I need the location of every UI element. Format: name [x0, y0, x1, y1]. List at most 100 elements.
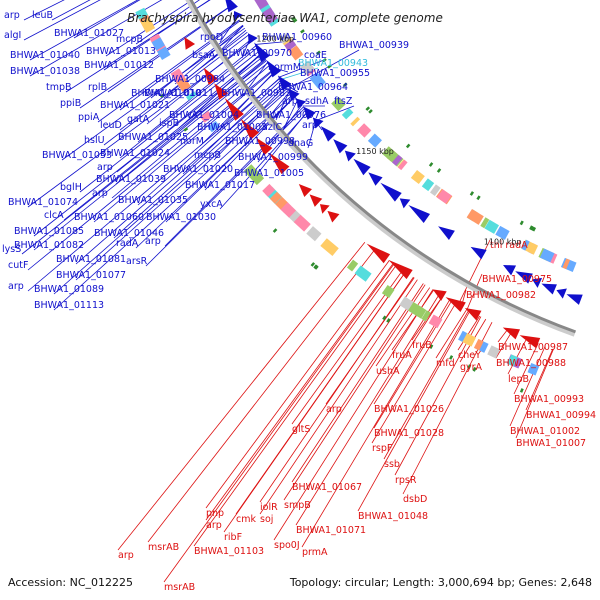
reverse-gene-arrow: [432, 289, 447, 301]
gene-label-forward: BHWA1_00999: [238, 152, 308, 163]
forward-gene-arrow: [312, 117, 324, 129]
reverse-gene-arrow: [309, 194, 323, 207]
gene-label-forward: cutF: [8, 260, 28, 271]
outer-feature-block: [539, 248, 555, 263]
leader-line: [301, 299, 451, 548]
inner-feature-block: [458, 330, 468, 342]
outer-feature-ring: [254, 0, 577, 272]
gene-label-forward: BHWA1_01046: [94, 228, 164, 239]
gene-label-forward: BHWA1_01038: [10, 66, 80, 77]
feature-tick: [449, 355, 454, 360]
reverse-gene-arrow: [203, 67, 218, 85]
forward-gene-arrow: [503, 264, 517, 276]
leader-line: [113, 84, 286, 239]
kbp-label: 1100 kbp: [484, 237, 522, 246]
inner-feature-block: [280, 202, 296, 218]
leader-line: [119, 20, 241, 111]
gene-label-forward: BHWA1_00960: [262, 32, 332, 43]
gene-label-forward: arp: [97, 162, 113, 173]
leader-line: [525, 348, 554, 411]
gene-label-reverse: BHWA1_01028: [374, 428, 444, 439]
leader-line: [27, 40, 254, 208]
kbp-label: 1150 kbp: [356, 147, 394, 156]
feature-tick: [368, 109, 373, 114]
leader-line: [307, 120, 317, 149]
leader-line: [75, 89, 290, 281]
leader-line: [497, 329, 508, 343]
leader-line: [29, 0, 163, 77]
reverse-gene-arrow: [519, 335, 541, 349]
gene-label-forward: bsaA: [192, 50, 216, 61]
feature-tick: [519, 220, 524, 226]
map-title: Brachyspira hyodysenteriae WA1, complete…: [127, 11, 443, 25]
gene-label-reverse: spo0J: [274, 540, 300, 551]
reverse-gene-arrow: [184, 37, 196, 50]
leader-line: [29, 0, 139, 61]
inner-feature-block: [527, 363, 540, 376]
leader-line: [435, 308, 468, 359]
forward-gene-arrow: [556, 288, 567, 299]
gene-label-reverse: msrAB: [164, 582, 195, 593]
gene-label-reverse: arp: [326, 404, 342, 415]
feature-tick: [314, 265, 319, 270]
reverse-gene-arrow: [388, 259, 413, 280]
leader-line: [182, 79, 282, 175]
inner-feature-block: [408, 302, 424, 317]
forward-gene-arrow: [566, 294, 583, 305]
outer-feature-block: [391, 154, 403, 166]
gene-label-forward: algI: [4, 30, 21, 41]
gene-label-reverse: BHWA1_00994: [526, 410, 596, 421]
gene-label-reverse: rpsR: [395, 475, 417, 486]
gene-label-reverse: mfd: [436, 358, 455, 369]
gene-label-forward: BHWA1_01040: [10, 50, 80, 61]
gene-label-forward: tmpB: [46, 82, 72, 93]
gene-label-reverse: msrAB: [148, 542, 179, 553]
inner-feature-block: [507, 354, 518, 367]
backbone-arc: [189, 0, 577, 334]
gene-label-reverse: prmA: [302, 547, 328, 558]
leader-line: [371, 302, 457, 444]
forward-gene-arrow: [399, 198, 411, 209]
forward-gene-arrow: [254, 42, 270, 62]
reverse-gene-arrow: [319, 204, 330, 214]
gene-label-reverse: BHWA1_00982: [466, 290, 536, 301]
feature-tick: [386, 318, 391, 323]
outer-feature-block: [367, 133, 382, 148]
gene-label-forward: coaE: [304, 50, 327, 61]
gene-label-reverse: BHWA1_00987: [498, 342, 568, 353]
reverse-gene-arrow: [256, 137, 273, 156]
forward-gene-arrow: [225, 0, 238, 13]
feature-tick: [365, 106, 371, 111]
inner-feature-block: [200, 110, 213, 123]
forward-gene-arrow: [470, 246, 487, 260]
leader-line: [383, 309, 470, 460]
gene-label-forward: arp: [282, 96, 298, 107]
gene-label-reverse: cheY: [458, 350, 481, 361]
leader-line: [107, 5, 232, 93]
forward-gene-arrow: [233, 10, 243, 21]
leader-line: [373, 295, 444, 405]
gene-label-forward: BHWA1_01012: [84, 60, 154, 71]
gene-label-forward: BHWA1_01027: [54, 28, 124, 39]
forward-strand-ring: [225, 0, 583, 305]
inner-feature-block: [207, 120, 220, 133]
outer-feature-block: [421, 178, 435, 192]
inner-feature-block: [185, 91, 197, 101]
gene-label-reverse: fruA: [392, 350, 412, 361]
leader-line: [105, 0, 193, 57]
leader-line: [509, 345, 546, 427]
forward-gene-arrow: [247, 33, 258, 45]
gene-label-forward: BHWA1_01021: [100, 100, 170, 111]
gene-label-reverse: dsbD: [403, 494, 427, 505]
reverse-strand-ring: [184, 37, 541, 349]
leader-line: [193, 265, 397, 547]
inner-feature-block: [269, 191, 282, 204]
leader-line: [279, 59, 325, 78]
reverse-gene-arrow: [502, 327, 521, 340]
gene-label-forward: radA: [116, 238, 139, 249]
inner-feature-block: [473, 338, 484, 351]
forward-gene-arrow: [344, 150, 356, 162]
kbp-label: 1200 kbp: [256, 34, 294, 43]
gene-label-forward: arp: [4, 10, 20, 21]
leader-line: [291, 269, 404, 425]
